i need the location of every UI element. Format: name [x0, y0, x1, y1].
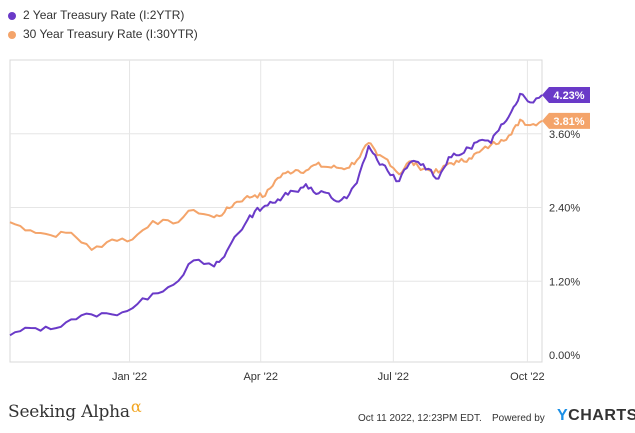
x-tick-label: Oct '22 — [510, 371, 545, 383]
axis-ticks: 0.00% 1.20% 2.40% 3.60% Jan '22 Apr '22 Jul '2… — [112, 129, 580, 383]
legend-label-2yr: 2 Year Treasury Rate (I:2YTR) — [23, 8, 185, 22]
series-end-tag: 3.81% — [542, 112, 590, 129]
y-tick-label: 0.00% — [549, 350, 580, 362]
alpha-icon: α — [130, 397, 142, 416]
end-labels: 3.81% 4.23% — [542, 87, 590, 129]
x-tick-label: Jan '22 — [112, 371, 147, 383]
end-value-label: 4.23% — [553, 90, 584, 102]
grid-lines — [10, 60, 542, 362]
x-tick-label: Jul '22 — [378, 371, 409, 383]
legend-label-30yr: 30 Year Treasury Rate (I:30YTR) — [23, 27, 198, 41]
end-value-label: 3.81% — [553, 116, 584, 128]
legend: 2 Year Treasury Rate (I:2YTR) 30 Year Tr… — [8, 6, 198, 44]
ycharts-text: CHARTS — [568, 407, 635, 424]
legend-item-30yr: 30 Year Treasury Rate (I:30YTR) — [8, 25, 198, 44]
ycharts-logo[interactable]: YCHARTS — [557, 407, 635, 425]
brand-name: Seeking Alpha — [8, 402, 130, 422]
y-tick-label: 2.40% — [549, 203, 580, 215]
end-tag-shape — [542, 112, 590, 129]
legend-swatch-2yr — [8, 11, 16, 20]
series-layer — [9, 92, 543, 337]
series-line — [9, 118, 543, 251]
plot-area-border — [9, 59, 543, 363]
y-tick-label: 1.20% — [549, 276, 580, 288]
x-tick-label: Apr '22 — [243, 371, 278, 383]
legend-item-2yr: 2 Year Treasury Rate (I:2YTR) — [8, 6, 198, 25]
treasury-rate-chart: 0.00% 1.20% 2.40% 3.60% Jan '22 Apr '22 Jul '2… — [9, 59, 590, 383]
timestamp: Oct 11 2022, 12:23PM EDT. — [358, 413, 482, 424]
y-tick-label: 3.60% — [549, 129, 580, 141]
ycharts-y: Y — [557, 407, 569, 424]
end-tag-shape — [542, 87, 590, 104]
powered-by-label: Powered by — [492, 413, 545, 424]
legend-swatch-30yr — [8, 30, 16, 39]
series-end-tag: 4.23% — [542, 87, 590, 104]
seeking-alpha-logo[interactable]: Seeking Alphaα — [8, 397, 142, 422]
footer: Seeking Alphaα Oct 11 2022, 12:23PM EDT.… — [0, 396, 635, 433]
series-line — [9, 92, 543, 337]
